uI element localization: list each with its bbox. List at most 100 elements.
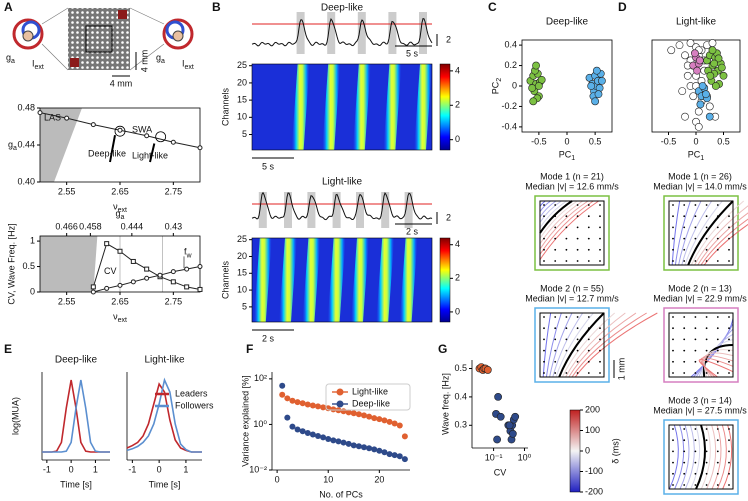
y-tick-label: 20 <box>237 77 247 87</box>
point <box>299 428 306 435</box>
contour <box>695 424 706 490</box>
contour <box>539 200 567 228</box>
ga-label: ga <box>156 52 165 65</box>
y-axis-label-sub: 2 <box>496 78 503 82</box>
legend-label: Light-like <box>352 386 388 396</box>
point <box>315 403 321 410</box>
scale-label: 1 mm <box>616 358 626 381</box>
contour <box>574 312 658 378</box>
point <box>696 100 705 109</box>
electrode <box>599 327 601 330</box>
point <box>381 449 388 456</box>
electrode <box>694 204 697 206</box>
electrode <box>683 260 686 262</box>
y-tick-label: 1 <box>30 235 35 245</box>
point <box>184 284 190 290</box>
point <box>391 452 398 459</box>
iext-label: Iext <box>182 58 194 71</box>
electrode <box>565 226 568 229</box>
annotation: LAS <box>44 112 61 122</box>
panel-label: D <box>618 0 627 14</box>
x2-tick-label: 0.458 <box>79 221 102 231</box>
electrode <box>705 327 708 330</box>
contour <box>711 424 722 490</box>
electrode <box>576 237 579 240</box>
connector <box>129 7 165 25</box>
contour <box>703 223 748 266</box>
legend-label: Deep-like <box>352 398 390 408</box>
trace-title: Light-like <box>322 177 362 188</box>
heatmap-band <box>291 64 310 150</box>
electrode <box>543 316 545 318</box>
mode-mask <box>668 424 734 490</box>
contour <box>539 200 578 239</box>
electrode <box>599 360 601 363</box>
electrode <box>694 428 697 430</box>
point <box>90 122 96 128</box>
point <box>90 289 96 295</box>
y-tick-label: 0 <box>512 80 517 90</box>
electrode <box>716 226 719 229</box>
electrode <box>576 316 579 318</box>
arrow <box>109 135 116 163</box>
electrode <box>694 226 697 229</box>
x-axis-label: νext <box>113 311 127 324</box>
electrode <box>565 316 568 318</box>
colorbar-tick-label: 4 <box>455 239 460 249</box>
electrode <box>705 226 708 229</box>
series-line <box>42 379 110 453</box>
point <box>483 366 492 374</box>
point <box>511 412 520 421</box>
electrode <box>543 360 545 363</box>
electrode <box>599 349 601 352</box>
point <box>371 446 378 453</box>
point <box>594 90 603 99</box>
mode-title: Mode 2 (n = 55) <box>540 283 604 293</box>
connector <box>41 43 69 71</box>
neuron-ring <box>162 18 194 50</box>
electrode <box>705 450 708 453</box>
mode-title: Mode 3 (n = 14) <box>668 395 732 405</box>
neuron-ring <box>12 18 44 50</box>
point <box>197 145 203 151</box>
electrode <box>543 248 545 251</box>
trace <box>251 18 433 47</box>
electrode <box>576 360 579 363</box>
x-tick-label: 0 <box>275 474 280 484</box>
point <box>667 46 676 55</box>
point <box>695 56 704 65</box>
point <box>534 82 543 90</box>
point <box>340 439 347 446</box>
contour <box>690 200 744 266</box>
electrode <box>565 338 568 341</box>
point <box>279 391 286 398</box>
contour <box>687 200 734 266</box>
colorbar-label: δ (ms) <box>610 438 620 464</box>
electrode <box>694 461 697 464</box>
contour <box>558 312 605 378</box>
trace <box>251 191 433 221</box>
point <box>294 426 301 433</box>
point <box>592 66 601 75</box>
contour <box>568 312 637 378</box>
contour <box>700 424 711 490</box>
point <box>693 66 701 75</box>
point <box>675 41 684 50</box>
point <box>117 282 123 288</box>
electrode <box>705 237 708 240</box>
x-tick-label: 2.65 <box>111 296 129 306</box>
x-axis-label: Time [s] <box>149 479 181 489</box>
chart-title: Light-like <box>144 355 184 366</box>
point <box>355 443 362 450</box>
electrode <box>599 338 601 341</box>
point <box>325 435 332 442</box>
electrode <box>672 338 674 341</box>
contour <box>539 200 573 234</box>
scale-label: 2 <box>446 212 451 222</box>
point <box>289 423 296 430</box>
electrode <box>672 237 674 240</box>
x-tick-label: -0.5 <box>531 136 547 146</box>
y-axis-label: Channels <box>220 87 230 126</box>
event-window <box>307 192 316 228</box>
y-tick-label: -0.2 <box>501 101 517 111</box>
